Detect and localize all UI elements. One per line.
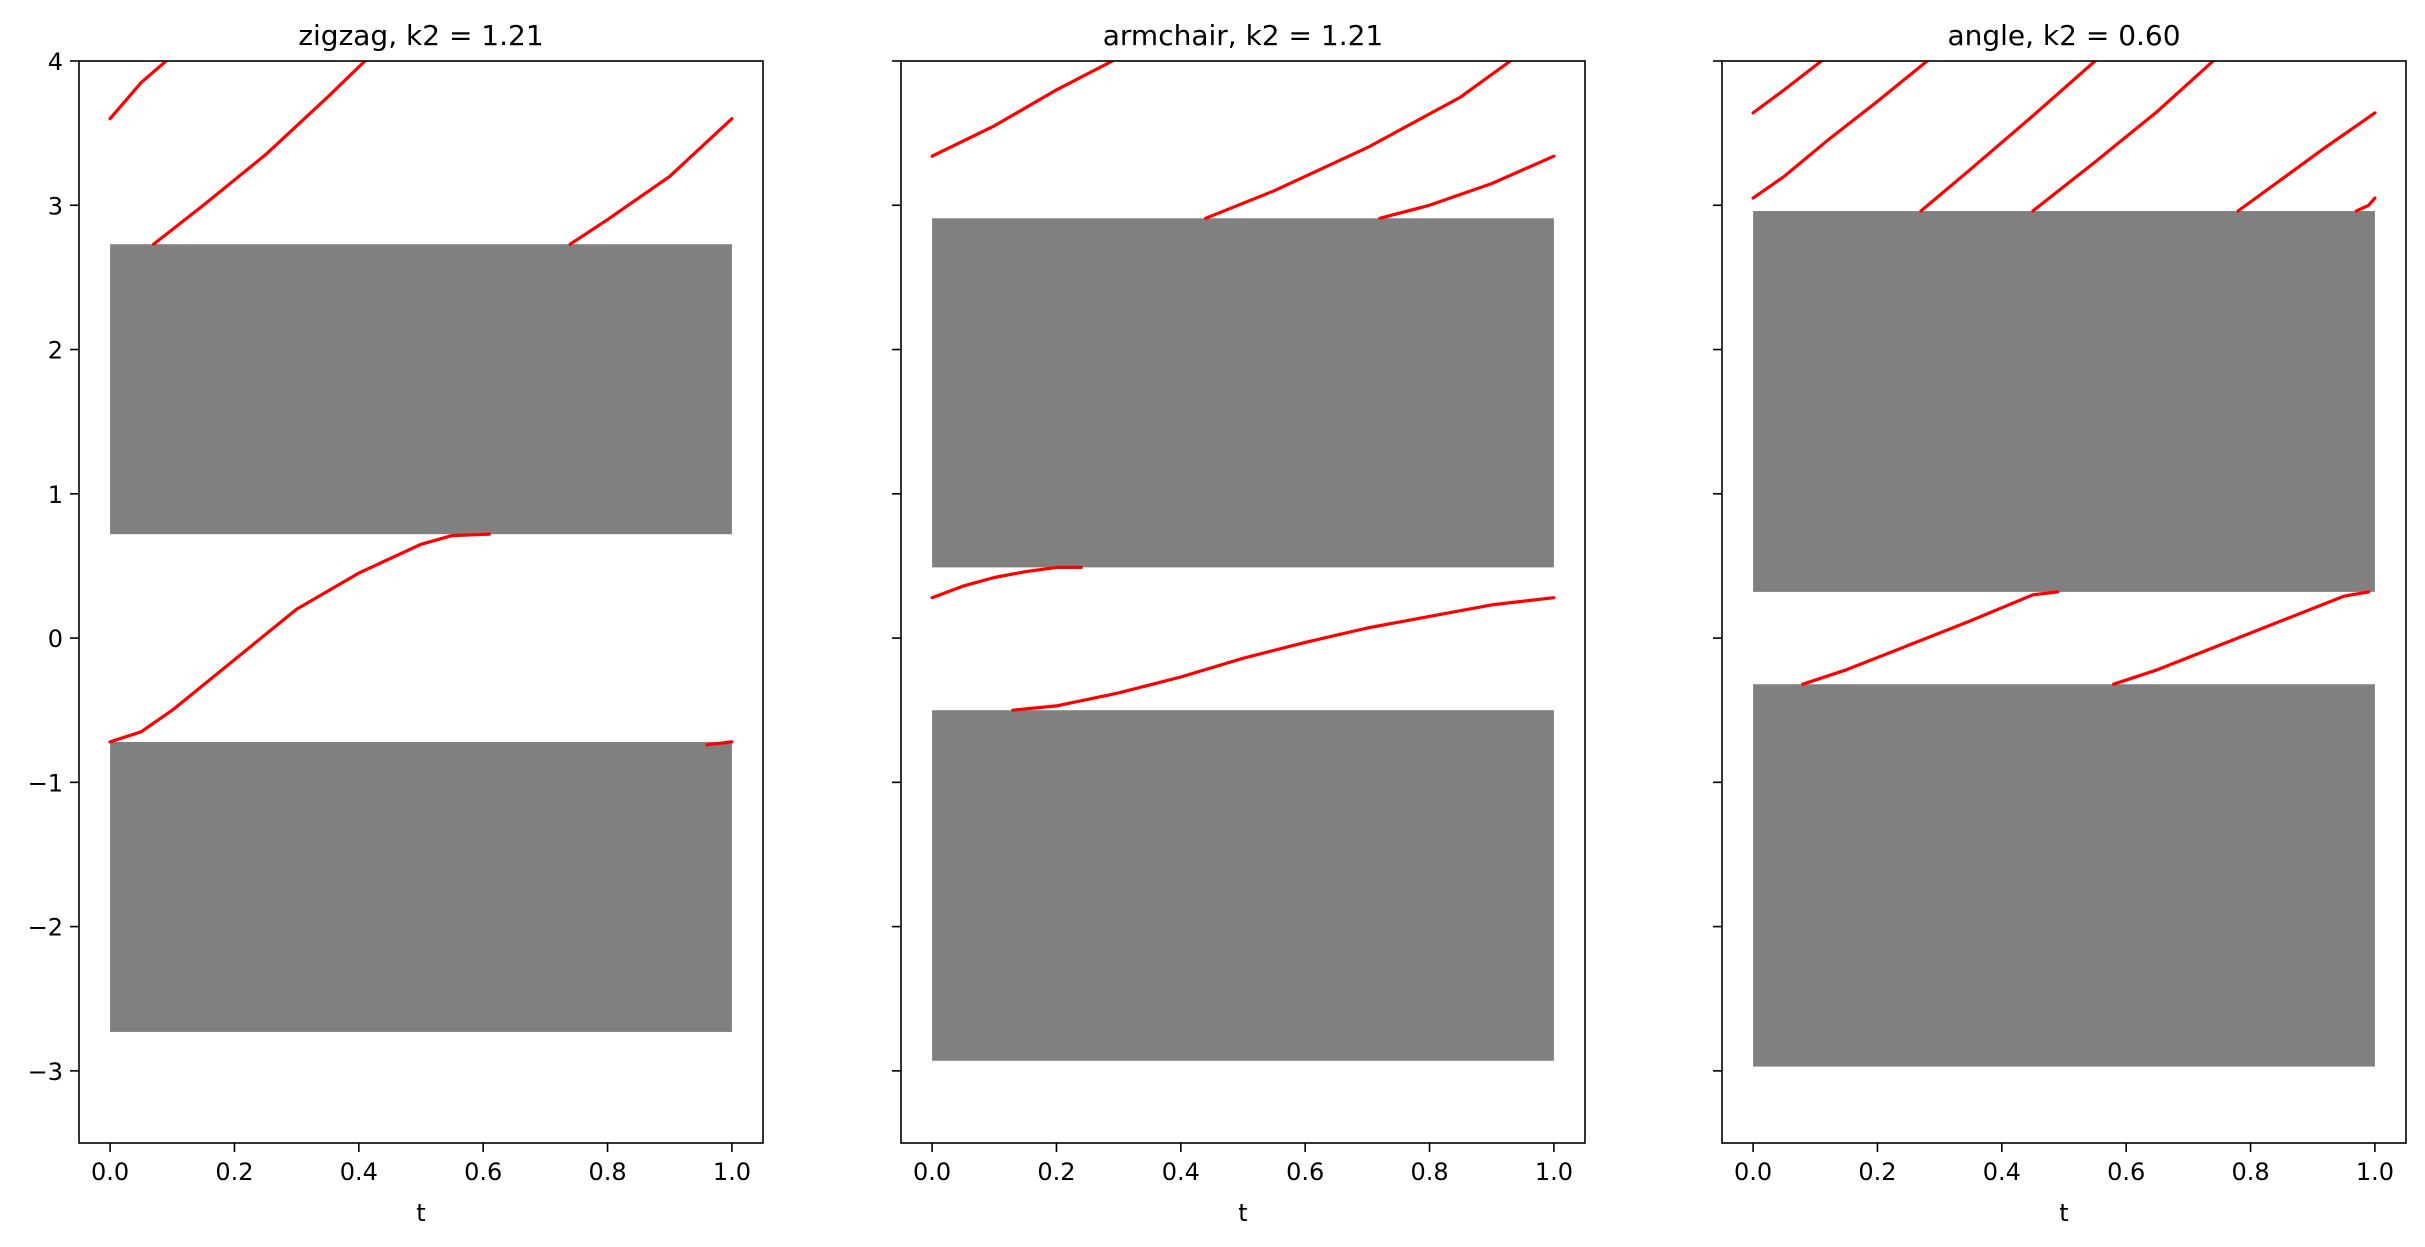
x-tick-label: 0.4 <box>340 1158 378 1186</box>
y-tick-label: −3 <box>28 1058 63 1086</box>
series-line <box>108 532 491 744</box>
x-tick-label: 0.6 <box>464 1158 502 1186</box>
subplot-zigzag: 0.0 0.2 0.4 0.6 0.8 1.0 4 3 2 1 0 −1 −2 −3 zigzag, k2… <box>28 19 764 1227</box>
x-tick-label: 0.6 <box>2107 1158 2145 1186</box>
x-tick-label: 0.2 <box>215 1158 253 1186</box>
series-line <box>2354 196 2377 213</box>
gap-band <box>932 710 1554 1061</box>
gap-band <box>110 244 732 535</box>
x-tick-label: 0.0 <box>913 1158 951 1186</box>
axes-frame <box>78 60 764 1144</box>
series-line <box>108 61 168 121</box>
x-axis-label: t <box>1238 1199 1247 1227</box>
x-tick-label: 0.0 <box>1734 1158 1772 1186</box>
y-tick-label: −2 <box>28 914 63 942</box>
series-line <box>2031 61 2215 213</box>
subplot-armchair: 0.0 0.2 0.4 0.6 0.8 1.0 armchair, k2 = 1.21 t <box>892 19 1586 1227</box>
y-tick-label: 3 <box>48 192 63 220</box>
series-line <box>1204 61 1513 220</box>
x-tick-label: 0.8 <box>588 1158 626 1186</box>
plot-area: 0.0 0.2 0.4 0.6 0.8 1.0 4 3 2 1 0 −1 −2 −3 <box>28 48 764 1186</box>
axes-frame <box>1721 60 2407 1144</box>
x-tick-label: 0.4 <box>1162 1158 1200 1186</box>
x-tick-label: 0.4 <box>1983 1158 2021 1186</box>
series-line <box>1011 596 1556 712</box>
subplot-angle: 0.0 0.2 0.4 0.6 0.8 1.0 angle, k2 = 0.60 t <box>1713 19 2407 1227</box>
series-line <box>2236 111 2377 213</box>
plot-area: 0.0 0.2 0.4 0.6 0.8 1.0 <box>1713 60 2407 1186</box>
axes-frame <box>900 60 1586 1144</box>
x-tick-label: 1.0 <box>713 1158 751 1186</box>
x-tick-label: 0.2 <box>1037 1158 1075 1186</box>
x-tick-label: 0.8 <box>1410 1158 1448 1186</box>
series-line <box>1919 61 2097 213</box>
y-tick-label: 1 <box>48 481 63 509</box>
series-group <box>1751 61 2377 686</box>
subplot-title: armchair, k2 = 1.21 <box>1103 19 1383 52</box>
x-tick-label: 0.6 <box>1286 1158 1324 1186</box>
series-line <box>1751 61 1824 115</box>
x-tick-label: 0.2 <box>1858 1158 1896 1186</box>
x-tick-label: 1.0 <box>1535 1158 1573 1186</box>
series-group <box>930 61 1556 712</box>
y-tick-label: 0 <box>48 625 63 653</box>
series-line <box>568 117 734 246</box>
series-line <box>1801 590 2060 686</box>
series-line <box>1378 154 1556 220</box>
x-axis-label: t <box>2059 1199 2068 1227</box>
subplot-title: zigzag, k2 = 1.21 <box>298 19 543 52</box>
x-tick-label: 0.8 <box>2231 1158 2269 1186</box>
gap-band <box>1753 211 2375 592</box>
y-tick-label: 4 <box>48 48 63 76</box>
series-line <box>930 61 1115 158</box>
series-line <box>705 740 734 747</box>
series-line <box>2112 590 2371 686</box>
series-line <box>1751 61 1929 200</box>
plot-area: 0.0 0.2 0.4 0.6 0.8 1.0 <box>892 60 1586 1186</box>
gap-band <box>932 218 1554 568</box>
y-tick-label: −1 <box>28 769 63 797</box>
series-line <box>152 61 367 246</box>
gap-band <box>110 741 732 1032</box>
x-tick-label: 0.0 <box>91 1158 129 1186</box>
x-tick-label: 1.0 <box>2356 1158 2394 1186</box>
gap-band <box>1753 684 2375 1067</box>
subplot-title: angle, k2 = 0.60 <box>1947 19 2180 52</box>
y-tick-label: 2 <box>48 337 63 365</box>
series-group <box>108 61 734 747</box>
x-axis-label: t <box>416 1199 425 1227</box>
series-line <box>930 565 1083 600</box>
